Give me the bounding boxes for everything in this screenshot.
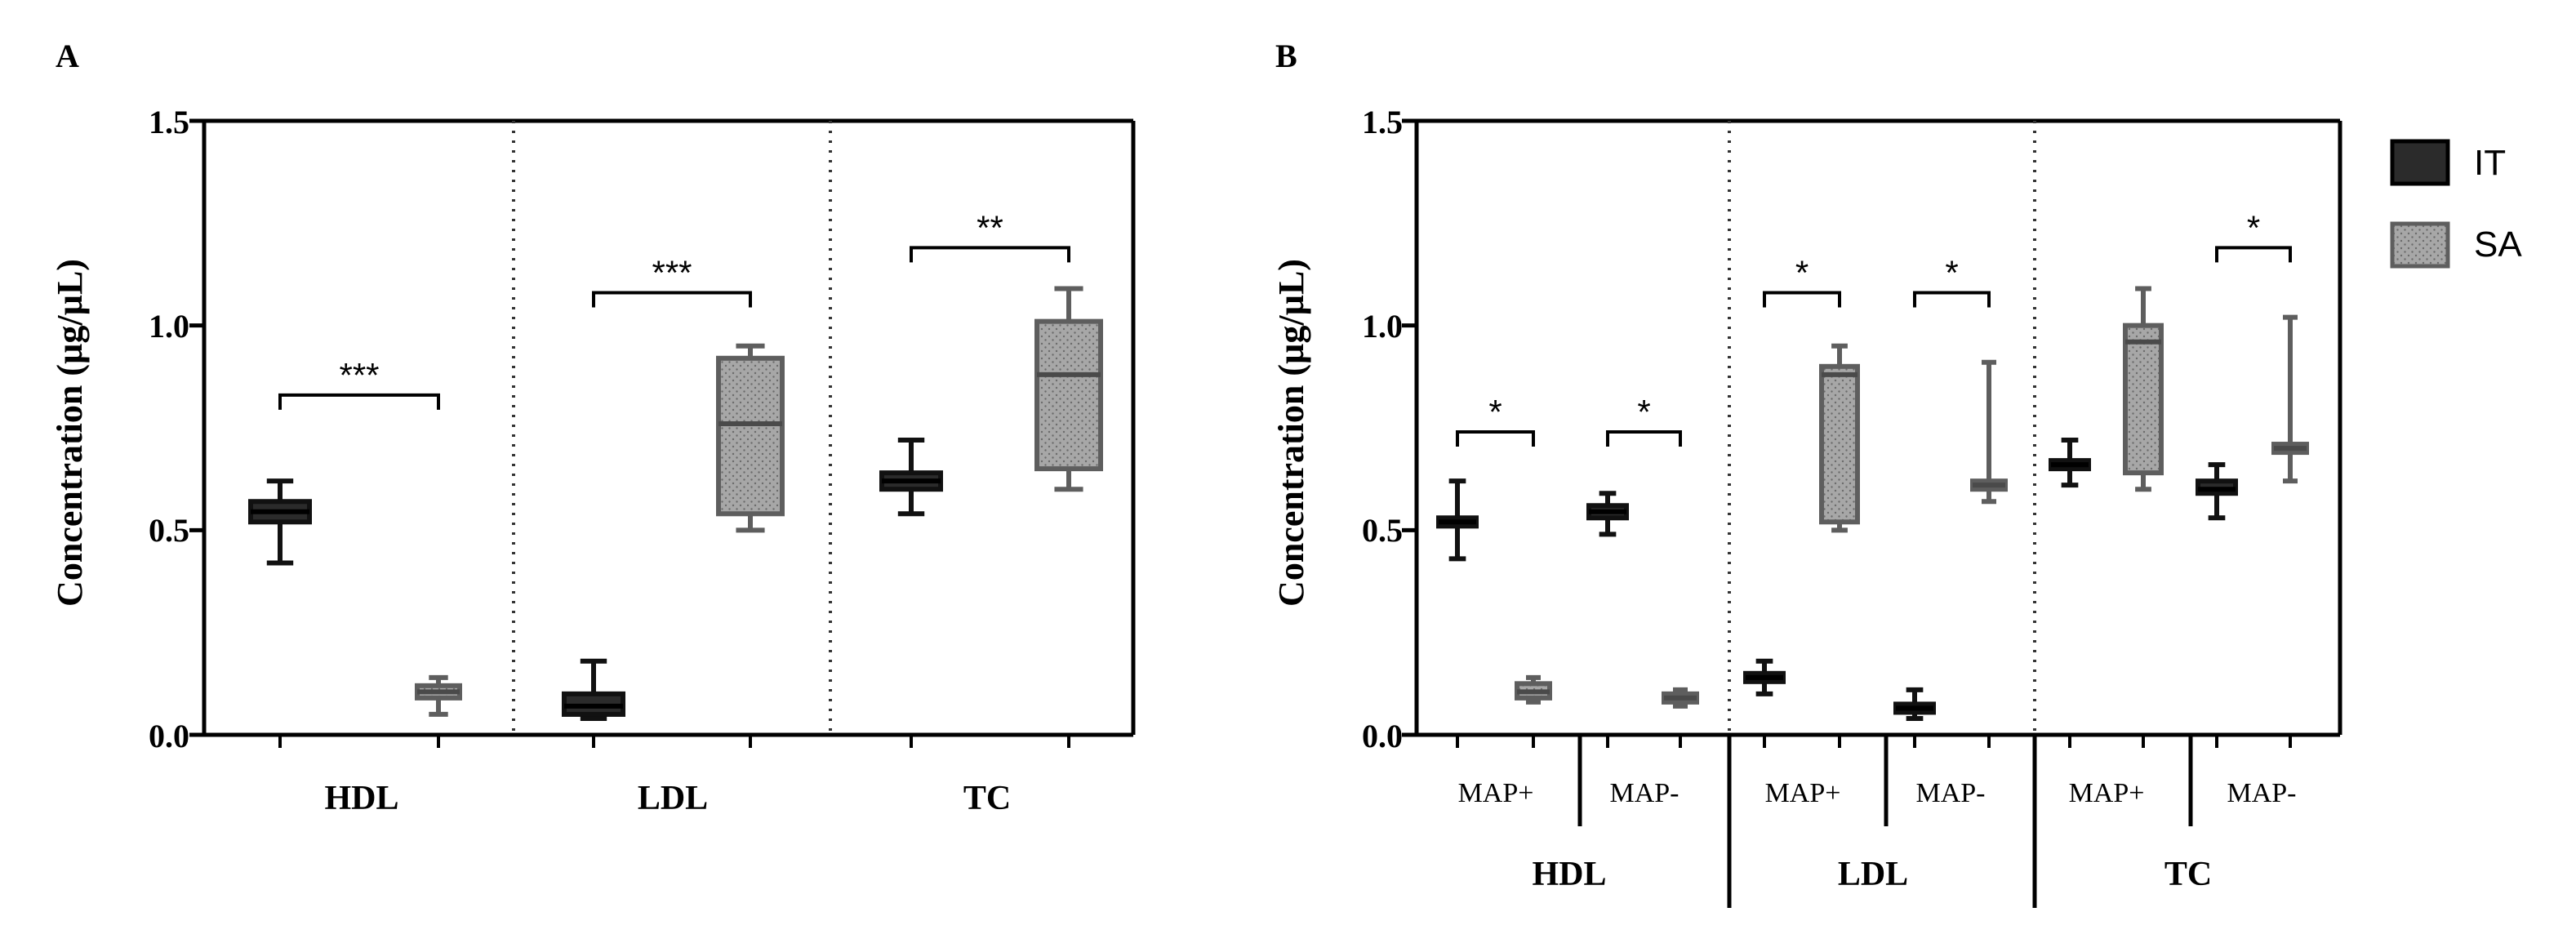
y-tick-label: 1.5 (149, 104, 189, 140)
significance-label: * (2247, 208, 2260, 247)
significance-bracket (1456, 430, 1535, 447)
x-group-label-ldl: LDL (1838, 856, 1908, 893)
y-tick-label: 1.0 (1362, 308, 1403, 345)
x-subgroup-label: MAP+ (2069, 778, 2145, 808)
x-group-label-hdl: HDL (324, 780, 398, 817)
significance-bracket (910, 246, 1070, 263)
x-subgroup-label: MAP- (1915, 778, 1985, 808)
panel-a-y-tick-labels: 0.0 0.5 1.0 1.5 (149, 104, 189, 754)
legend-label-it: IT (2474, 143, 2506, 183)
x-subgroup-label: MAP- (2227, 778, 2296, 808)
panel-a-x-labels: HDL LDL TC (324, 780, 1011, 817)
significance-bracket (592, 291, 752, 308)
y-tick-label: 0.5 (1362, 512, 1403, 549)
legend: IT SA (2390, 139, 2522, 269)
y-tick-label: 1.5 (1362, 104, 1403, 140)
significance-bracket (278, 393, 440, 410)
box-iqr-sa (1034, 318, 1103, 472)
box-iqr-sa (1819, 363, 1860, 525)
y-tick-label: 0.0 (1362, 718, 1403, 754)
significance-label: *** (652, 254, 692, 292)
x-group-label-tc: TC (963, 780, 1011, 817)
x-group-label-ldl: LDL (638, 780, 708, 817)
significance-label: * (1637, 393, 1650, 431)
significance-label: * (1945, 254, 1958, 292)
box-iqr-sa (716, 355, 785, 517)
y-tick-label: 0.5 (149, 512, 189, 549)
significance-bracket (1763, 291, 1841, 308)
panel-b-x-labels: MAP+ MAP- MAP+ MAP- MAP+ MAP- HDL LDL TC (1458, 778, 2297, 893)
significance-bracket (1913, 291, 1991, 308)
legend-swatch-sa (2390, 221, 2450, 269)
significance-bracket (2215, 246, 2292, 263)
significance-bracket (1606, 430, 1682, 447)
significance-label: ** (977, 208, 1003, 247)
box-iqr-sa (2123, 323, 2164, 476)
legend-label-sa: SA (2474, 225, 2522, 265)
legend-swatch-it (2390, 139, 2450, 186)
x-group-label-tc: TC (2164, 856, 2212, 893)
y-tick-label: 0.0 (149, 718, 189, 754)
panel-a: A Concentration (µg/µL) 0.0 0.5 1.0 1.5 … (50, 38, 1136, 817)
significance-label: * (1488, 393, 1502, 431)
panel-a-plot-area (189, 118, 1136, 748)
panel-a-y-axis-label: Concentration (µg/µL) (50, 259, 90, 607)
x-subgroup-label: MAP+ (1458, 778, 1534, 808)
panel-b: B Concentration (µg/µL) 0.0 0.5 1.0 1.5 … (1271, 38, 2342, 908)
x-group-label-hdl: HDL (1532, 856, 1606, 893)
x-subgroup-label: MAP- (1609, 778, 1679, 808)
panel-b-y-axis-label: Concentration (µg/µL) (1271, 259, 1311, 607)
panel-a-label: A (56, 38, 79, 74)
panel-b-plot-area (1402, 118, 2342, 908)
panel-b-label: B (1275, 38, 1297, 74)
panel-a-marks: ******** (248, 208, 1103, 721)
panel-b-y-tick-labels: 0.0 0.5 1.0 1.5 (1362, 104, 1403, 754)
y-tick-label: 1.0 (149, 308, 189, 345)
significance-label: * (1795, 254, 1809, 292)
significance-label: *** (339, 356, 379, 394)
x-subgroup-label: MAP+ (1765, 778, 1841, 808)
panel-b-marks: * * * * * (1436, 208, 2309, 721)
